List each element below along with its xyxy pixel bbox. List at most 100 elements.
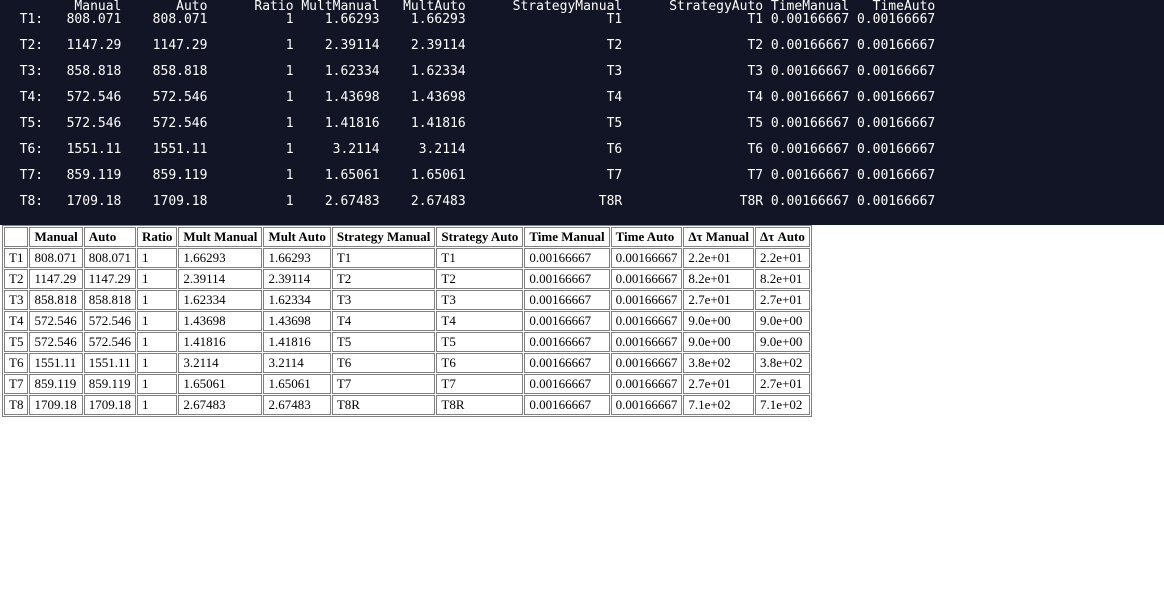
console-cell: 0.00166667 [763, 169, 849, 182]
results-html-table: ManualAutoRatioMult ManualMult AutoStrat… [2, 225, 812, 417]
console-cell: 1.62334 [294, 65, 380, 78]
console-cell: T4 [622, 91, 763, 104]
console-cell: 1147.29 [43, 39, 121, 52]
table-header-cell: Mult Manual [178, 227, 262, 247]
table-cell: 1551.11 [29, 353, 82, 373]
table-cell: 859.119 [84, 374, 136, 394]
table-cell: T4 [436, 311, 523, 331]
console-cell: T3 [466, 65, 623, 78]
console-cell: 1.65061 [294, 169, 380, 182]
console-cell: 0.00166667 [763, 13, 849, 26]
console-cell: 1 [207, 195, 293, 208]
console-cell: T1 [466, 13, 623, 26]
console-cell: 858.818 [43, 65, 121, 78]
console-cell: 1709.18 [121, 195, 207, 208]
table-cell: 1709.18 [84, 395, 136, 415]
table-cell: 2.39114 [263, 269, 330, 289]
console-cell: 808.071 [121, 13, 207, 26]
table-cell: T7 [332, 374, 436, 394]
console-cell: T8R [622, 195, 763, 208]
console-cell: T1 [622, 13, 763, 26]
console-cell: 1 [207, 39, 293, 52]
console-cell: 1 [207, 169, 293, 182]
console-cell: T6 [622, 143, 763, 156]
table-cell: 2.67483 [263, 395, 330, 415]
console-cell: 0.00166667 [849, 117, 935, 130]
table-cell: 0.00166667 [524, 290, 609, 310]
console-cell: T7 [622, 169, 763, 182]
console-cell: 2.67483 [294, 195, 380, 208]
table-cell: 0.00166667 [524, 353, 609, 373]
table-cell: 808.071 [29, 248, 82, 268]
table-header-cell: Auto [84, 227, 136, 247]
console-cell: 0.00166667 [849, 195, 935, 208]
console-cell: 1 [207, 91, 293, 104]
console-cell: 1.66293 [380, 13, 466, 26]
table-cell: 1.66293 [263, 248, 330, 268]
table-cell: 0.00166667 [524, 269, 609, 289]
table-cell: 1.62334 [178, 290, 262, 310]
table-cell: 0.00166667 [611, 269, 683, 289]
table-cell: 1.65061 [178, 374, 262, 394]
console-cell: 0.00166667 [849, 39, 935, 52]
table-cell: 572.546 [29, 311, 82, 331]
table-header-cell: Mult Auto [263, 227, 330, 247]
console-cell: T5 [466, 117, 623, 130]
console-cell: 572.546 [121, 91, 207, 104]
table-cell: 1 [137, 311, 177, 331]
table-cell: 8.2e+01 [683, 269, 754, 289]
table-cell: 9.0e+00 [683, 311, 754, 331]
console-cell: 1 [207, 65, 293, 78]
table-cell: 0.00166667 [611, 395, 683, 415]
console-cell: 0.00166667 [763, 195, 849, 208]
console-cell: 0.00166667 [763, 65, 849, 78]
table-cell: 1 [137, 290, 177, 310]
table-cell: 9.0e+00 [755, 332, 810, 352]
console-cell: 1 [207, 117, 293, 130]
table-cell: 859.119 [29, 374, 82, 394]
table-cell: 1.66293 [178, 248, 262, 268]
table-cell: T8R [332, 395, 436, 415]
table-row: T81709.181709.1812.674832.67483T8RT8R0.0… [4, 395, 810, 415]
table-cell: 1.65061 [263, 374, 330, 394]
table-cell: 2.2e+01 [755, 248, 810, 268]
console-blank-row [4, 208, 1160, 221]
table-cell: 0.00166667 [611, 311, 683, 331]
table-cell: 0.00166667 [611, 290, 683, 310]
table-row: T7859.119859.11911.650611.65061T7T70.001… [4, 374, 810, 394]
table-cell: 2.2e+01 [683, 248, 754, 268]
table-cell: 3.2114 [178, 353, 262, 373]
console-data-row: T8:1709.181709.1812.674832.67483T8RT8R0.… [4, 195, 1160, 208]
console-cell: 0.00166667 [763, 143, 849, 156]
console-cell: T7 [466, 169, 623, 182]
console-cell: 1.66293 [294, 13, 380, 26]
console-cell: T2 [622, 39, 763, 52]
table-cell: 1709.18 [29, 395, 82, 415]
table-cell: 1 [137, 269, 177, 289]
table-header-cell: Ratio [137, 227, 177, 247]
console-cell: 0.00166667 [763, 39, 849, 52]
console-cell: 0.00166667 [763, 91, 849, 104]
console-data-row: T4:572.546572.54611.436981.43698T4T40.00… [4, 91, 1160, 104]
console-cell: 2.39114 [380, 39, 466, 52]
console-cell: 3.2114 [294, 143, 380, 156]
console-cell: 858.818 [121, 65, 207, 78]
console-cell: T5 [622, 117, 763, 130]
table-cell: 2.7e+01 [755, 290, 810, 310]
console-cell: StrategyAuto [622, 0, 763, 13]
table-cell: 858.818 [84, 290, 136, 310]
table-cell: 1.62334 [263, 290, 330, 310]
table-cell: T6 [332, 353, 436, 373]
console-cell: Ratio [207, 0, 293, 13]
table-cell: 0.00166667 [524, 374, 609, 394]
console-cell: 3.2114 [380, 143, 466, 156]
console-cell: 0.00166667 [763, 117, 849, 130]
table-cell: 1.41816 [263, 332, 330, 352]
table-cell: 1.41816 [178, 332, 262, 352]
console-cell: 1.43698 [380, 91, 466, 104]
console-cell: 0.00166667 [849, 91, 935, 104]
table-cell: T8R [436, 395, 523, 415]
table-header-cell: Δτ Manual [683, 227, 754, 247]
table-cell: 0.00166667 [611, 332, 683, 352]
table-cell: 1 [137, 248, 177, 268]
